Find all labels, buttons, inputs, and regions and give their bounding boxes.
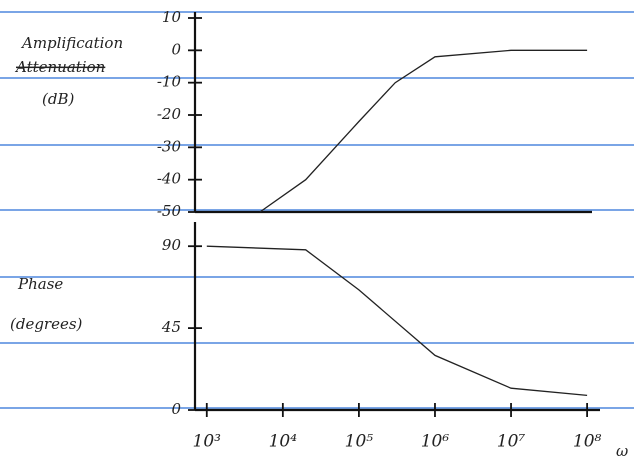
- y-tick-label: 90: [162, 236, 182, 254]
- x-tick-label: 10³: [193, 432, 222, 452]
- y-tick-label: -50: [157, 202, 182, 220]
- y-label-struck: Attenuation: [14, 58, 105, 76]
- paper-rules: [0, 11, 634, 409]
- y-tick-label: 45: [161, 318, 181, 336]
- y-tick-label: -30: [157, 137, 182, 155]
- y-tick-label: 0: [171, 400, 181, 418]
- y-label-unit: (degrees): [10, 315, 83, 333]
- y-tick-label: 10: [162, 8, 182, 26]
- y-tick-label: -40: [157, 170, 182, 188]
- x-label: ω: [616, 442, 628, 460]
- y-label: Amplification: [20, 34, 123, 52]
- y-tick-label: 0: [171, 40, 181, 58]
- x-tick-label: 10⁴: [269, 432, 298, 452]
- y-tick-label: -20: [157, 105, 182, 123]
- x-tick-label: 10⁶: [421, 432, 450, 452]
- x-tick-label: 10⁸: [573, 432, 602, 452]
- curve: [259, 49, 588, 213]
- y-label: Phase: [17, 275, 63, 293]
- y-tick-label: -10: [157, 73, 182, 91]
- x-tick-label: 10⁷: [497, 432, 526, 452]
- y-label-unit: (dB): [42, 90, 74, 108]
- x-tick-label: 10⁵: [345, 432, 374, 452]
- curve: [206, 245, 588, 397]
